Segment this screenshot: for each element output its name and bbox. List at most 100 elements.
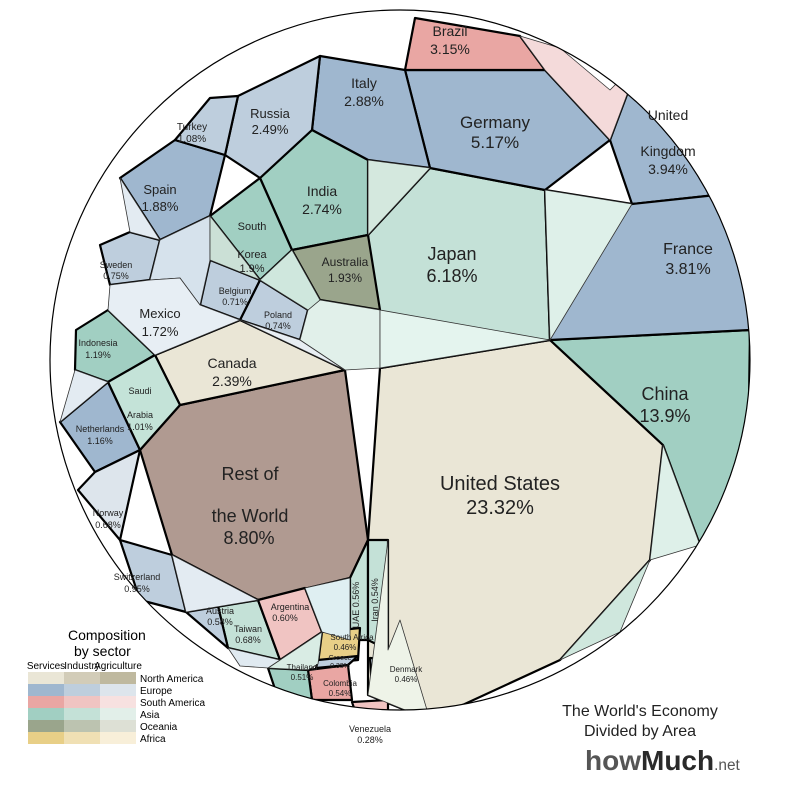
label-united-kingdom-name-2: Kingdom: [640, 143, 695, 159]
label-saudi-arabia-name: Saudi: [128, 386, 151, 396]
label-denmark-pct: 0.46%: [395, 675, 418, 684]
legend-row-1: Europe: [140, 686, 173, 697]
legend-swatch-2-0: [28, 696, 64, 708]
legend-swatch-2-1: [64, 696, 100, 708]
label-rest-of-world-pct: 8.80%: [223, 528, 274, 548]
label-brazil-pct: 3.15%: [430, 41, 470, 57]
legend-swatch-4-2: [100, 720, 136, 732]
legend-swatch-3-1: [64, 708, 100, 720]
legend-swatch-2-2: [100, 696, 136, 708]
label-norway-name: Norway: [93, 508, 124, 518]
label-thailand-name: Thailand: [287, 663, 318, 672]
label-brazil-name: Brazil: [432, 23, 467, 39]
label-taiwan-name: Taiwan: [234, 624, 262, 634]
label-turkey-name: Turkey: [177, 122, 207, 133]
label-south-africa-name: South Africa: [330, 633, 374, 642]
label-colombia-pct: 0.54%: [329, 689, 352, 698]
label-greece-name: Greece: [329, 655, 352, 662]
legend-swatch-5-0: [28, 732, 64, 744]
legend-swatch-0-2: [100, 672, 136, 684]
label-belgium-name: Belgium: [219, 286, 252, 296]
label-thailand-pct: 0.51%: [291, 673, 314, 682]
label-spain-pct: 1.88%: [142, 199, 179, 214]
label-germany-name: Germany: [460, 113, 530, 132]
legend-swatch-1-0: [28, 684, 64, 696]
label-russia-name: Russia: [250, 106, 291, 121]
label-australia-pct: 1.93%: [328, 271, 362, 285]
label-indonesia-name: Indonesia: [78, 338, 117, 348]
label-saudi-arabia-name-2: Arabia: [127, 410, 153, 420]
label-argentina-pct: 0.60%: [272, 613, 298, 623]
label-germany-pct: 5.17%: [471, 133, 519, 152]
legend-row-5: Africa: [140, 734, 166, 745]
legend-title-2: by sector: [74, 643, 131, 659]
label-south-korea-name-2: Korea: [237, 249, 267, 261]
label-italy-name: Italy: [351, 75, 377, 91]
label-turkey-pct: 1.08%: [178, 134, 206, 145]
logo-net: .net: [714, 757, 740, 774]
legend-row-3: Asia: [140, 710, 160, 721]
label-austria-pct: 0.58%: [207, 617, 233, 627]
label-rest-of-world-name-2: the World: [212, 506, 289, 526]
label-denmark-name: Denmark: [390, 665, 423, 674]
label-united-kingdom-name: United: [648, 107, 688, 123]
label-spain-name: Spain: [143, 182, 176, 197]
label-iran-rot: Iran 0.54%: [370, 578, 380, 622]
label-colombia-name: Colombia: [323, 679, 357, 688]
label-united-states-name: United States: [440, 473, 560, 495]
label-netherlands-pct: 1.16%: [87, 436, 113, 446]
label-netherlands-name: Netherlands: [76, 424, 125, 434]
legend-title-1: Composition: [68, 627, 146, 643]
label-uae-rot: UAE 0.56%: [351, 582, 361, 629]
label-sweden-name: Sweden: [100, 260, 133, 270]
label-belgium-pct: 0.71%: [222, 297, 248, 307]
label-argentina-name: Argentina: [271, 602, 310, 612]
legend-swatch-4-1: [64, 720, 100, 732]
label-norway-pct: 0.68%: [95, 520, 121, 530]
label-sweden-pct: 0.75%: [103, 271, 129, 281]
label-saudi-arabia-pct: 1.01%: [127, 422, 153, 432]
label-china-pct: 13.9%: [639, 406, 690, 426]
label-poland-pct: 0.74%: [265, 321, 291, 331]
legend-swatch-5-2: [100, 732, 136, 744]
label-japan-name: Japan: [427, 244, 476, 264]
legend-swatch-5-1: [64, 732, 100, 744]
legend-swatch-0-0: [28, 672, 64, 684]
legend-row-4: Oceania: [140, 722, 178, 733]
label-canada-name: Canada: [207, 355, 256, 371]
label-rest-of-world-name: Rest of: [221, 464, 279, 484]
label-south-korea-pct: 1.9%: [239, 263, 264, 275]
legend-swatch-3-0: [28, 708, 64, 720]
label-australia-name: Australia: [322, 255, 369, 269]
label-united-kingdom-pct: 3.94%: [648, 161, 688, 177]
label-france-name: France: [663, 241, 713, 258]
legend-swatch-3-2: [100, 708, 136, 720]
logo-how: how: [585, 745, 641, 776]
label-venezuela-pct: 0.28%: [357, 735, 383, 745]
label-south-africa-pct: 0.46%: [334, 643, 357, 652]
legend-swatch-1-2: [100, 684, 136, 696]
label-india-pct: 2.74%: [302, 201, 342, 217]
label-japan-pct: 6.18%: [426, 266, 477, 286]
label-italy-pct: 2.88%: [344, 93, 384, 109]
label-greece-pct: 0.33%: [330, 663, 350, 670]
label-poland-name: Poland: [264, 310, 292, 320]
legend-swatch-1-1: [64, 684, 100, 696]
label-switzerland-name: Switzerland: [114, 572, 161, 582]
chart-title-0: The World's Economy: [562, 703, 718, 720]
label-switzerland-pct: 0.95%: [124, 584, 150, 594]
label-austria-name: Austria: [206, 606, 234, 616]
legend-col-2: Agriculture: [94, 661, 142, 672]
label-india-name: India: [307, 183, 338, 199]
legend-row-2: South America: [140, 698, 205, 709]
label-united-states-pct: 23.32%: [466, 497, 534, 519]
chart-title-1: Divided by Area: [584, 723, 696, 740]
label-taiwan-pct: 0.68%: [235, 635, 261, 645]
label-south-korea-name: South: [238, 221, 267, 233]
legend-swatch-4-0: [28, 720, 64, 732]
legend-col-0: Services: [27, 661, 65, 672]
label-russia-pct: 2.49%: [252, 122, 289, 137]
legend-swatch-0-1: [64, 672, 100, 684]
label-china-name: China: [641, 384, 689, 404]
world-economy-voronoi: United States23.32% China13.9% Rest of the …: [0, 0, 800, 800]
